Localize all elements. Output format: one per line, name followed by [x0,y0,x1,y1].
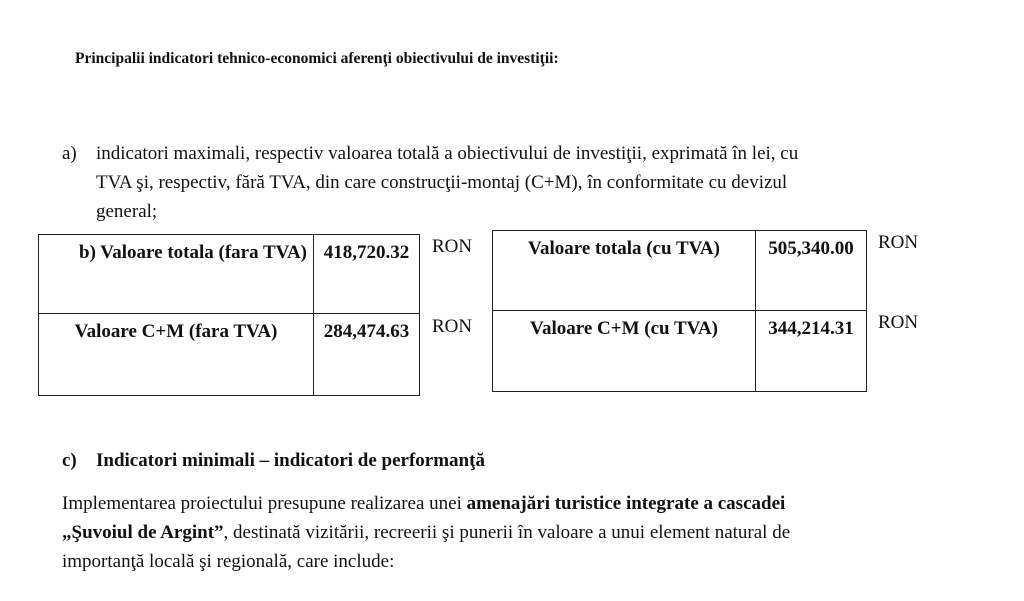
paragraph-bold-text: „Şuvoiul de Argint” [62,522,224,543]
table-row: Valoare C+M (fara TVA) 284,474.63 [38,313,420,396]
value-cell: 344,214.31 [755,310,867,392]
currency-label: RON [432,316,473,337]
label-cell: b) Valoare totala (fara TVA) [38,234,314,314]
currency-label: RON [878,232,919,253]
values-table-without-vat: b) Valoare totala (fara TVA) 418,720.32 … [38,234,420,396]
paragraph-text: , destinată vizitării, recreerii şi pune… [223,522,791,543]
item-a-line: general; [96,201,158,222]
item-a-marker: a) [62,143,77,164]
label-cell: Valoare C+M (cu TVA) [492,310,756,392]
value-cell: 505,340.00 [755,230,867,311]
values-table-with-vat: Valoare totala (cu TVA) 505,340.00 Valoa… [492,230,867,392]
currency-label: RON [878,312,919,333]
paragraph-line: Implementarea proiectului presupune real… [62,493,785,515]
table-row: Valoare C+M (cu TVA) 344,214.31 [492,310,867,392]
item-c-marker: c) [62,450,77,471]
label-cell: Valoare totala (cu TVA) [492,230,756,311]
currency-label: RON [432,236,473,257]
paragraph-line: „Şuvoiul de Argint”, destinată vizitării… [62,522,790,544]
item-a-line: TVA şi, respectiv, fără TVA, din care co… [96,172,788,193]
section-heading: Principalii indicatori tehnico-economici… [75,50,559,67]
paragraph-bold-text: amenajări turistice integrate a cascadei [466,493,786,514]
label-cell: Valoare C+M (fara TVA) [38,313,314,396]
table-row: Valoare totala (cu TVA) 505,340.00 [492,230,867,311]
paragraph-text: Implementarea proiectului presupune real… [62,493,467,514]
item-a-line: indicatori maximali, respectiv valoarea … [96,143,799,164]
paragraph-line: importanţă locală şi regională, care inc… [62,551,395,572]
table-row: b) Valoare totala (fara TVA) 418,720.32 [38,234,420,314]
value-cell: 284,474.63 [313,313,420,396]
item-c-title: Indicatori minimali – indicatori de perf… [96,450,485,471]
value-cell: 418,720.32 [313,234,420,314]
